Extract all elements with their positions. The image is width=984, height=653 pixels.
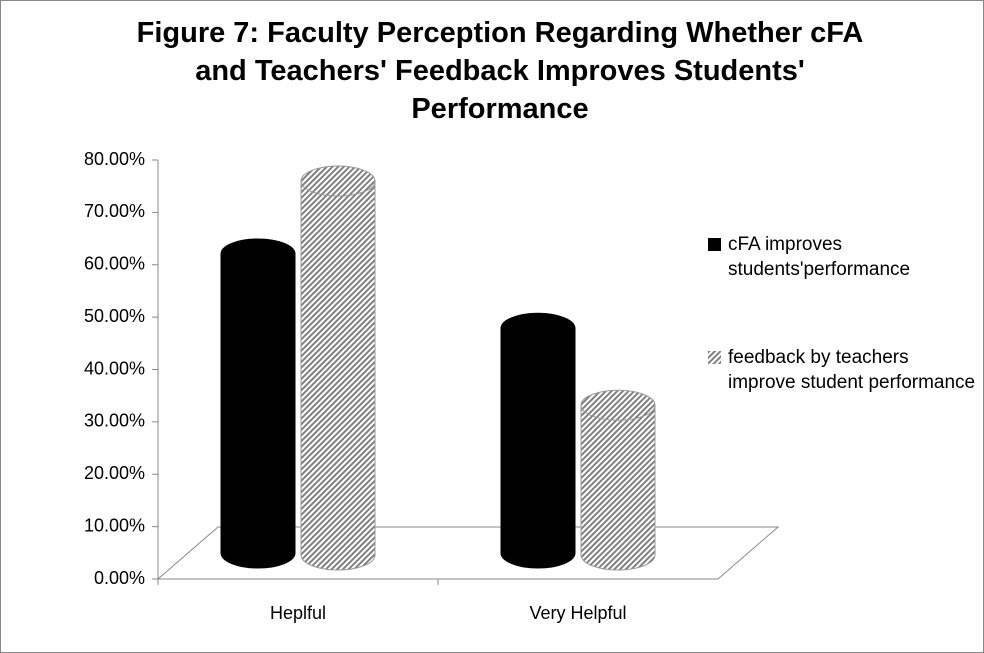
y-tick-label: 10.00% — [84, 515, 145, 535]
legend-swatch-rect — [708, 351, 721, 364]
x-tick-label: Heplful — [270, 603, 326, 623]
y-tick-label: 60.00% — [84, 254, 145, 274]
y-tick-label: 0.00% — [94, 568, 145, 588]
y-tick-label: 70.00% — [84, 201, 145, 221]
y-tick-label: 20.00% — [84, 463, 145, 483]
chart-title: Figure 7: Faculty Perception Regarding W… — [136, 17, 864, 125]
legend-swatch — [708, 238, 721, 251]
bar-top — [580, 389, 656, 421]
y-tick-label: 40.00% — [84, 358, 145, 378]
bar — [220, 238, 296, 569]
bar — [580, 389, 656, 571]
bar-body — [500, 327, 576, 569]
bar-body — [220, 253, 296, 569]
bar-top — [500, 312, 576, 344]
x-tick-label: Very Helpful — [529, 603, 626, 623]
bar-body — [580, 404, 656, 571]
bar — [500, 312, 576, 569]
y-tick-label: 50.00% — [84, 306, 145, 326]
legend-label: cFA improves students'performance — [728, 234, 911, 280]
legend-label: feedback by teachers improve student per… — [728, 347, 976, 393]
bar-body — [300, 180, 376, 571]
legend-item: feedback by teachers improve student per… — [708, 345, 978, 395]
legend-item: cFA improves students'performance — [708, 232, 978, 282]
bar-top — [220, 238, 296, 270]
floor — [156, 526, 780, 580]
bar — [300, 165, 376, 571]
legend-swatch — [708, 351, 721, 364]
bar-top — [300, 165, 376, 197]
y-tick-label: 80.00% — [84, 149, 145, 169]
legend-swatch-rect — [708, 238, 721, 251]
y-tick-label: 30.00% — [84, 411, 145, 431]
